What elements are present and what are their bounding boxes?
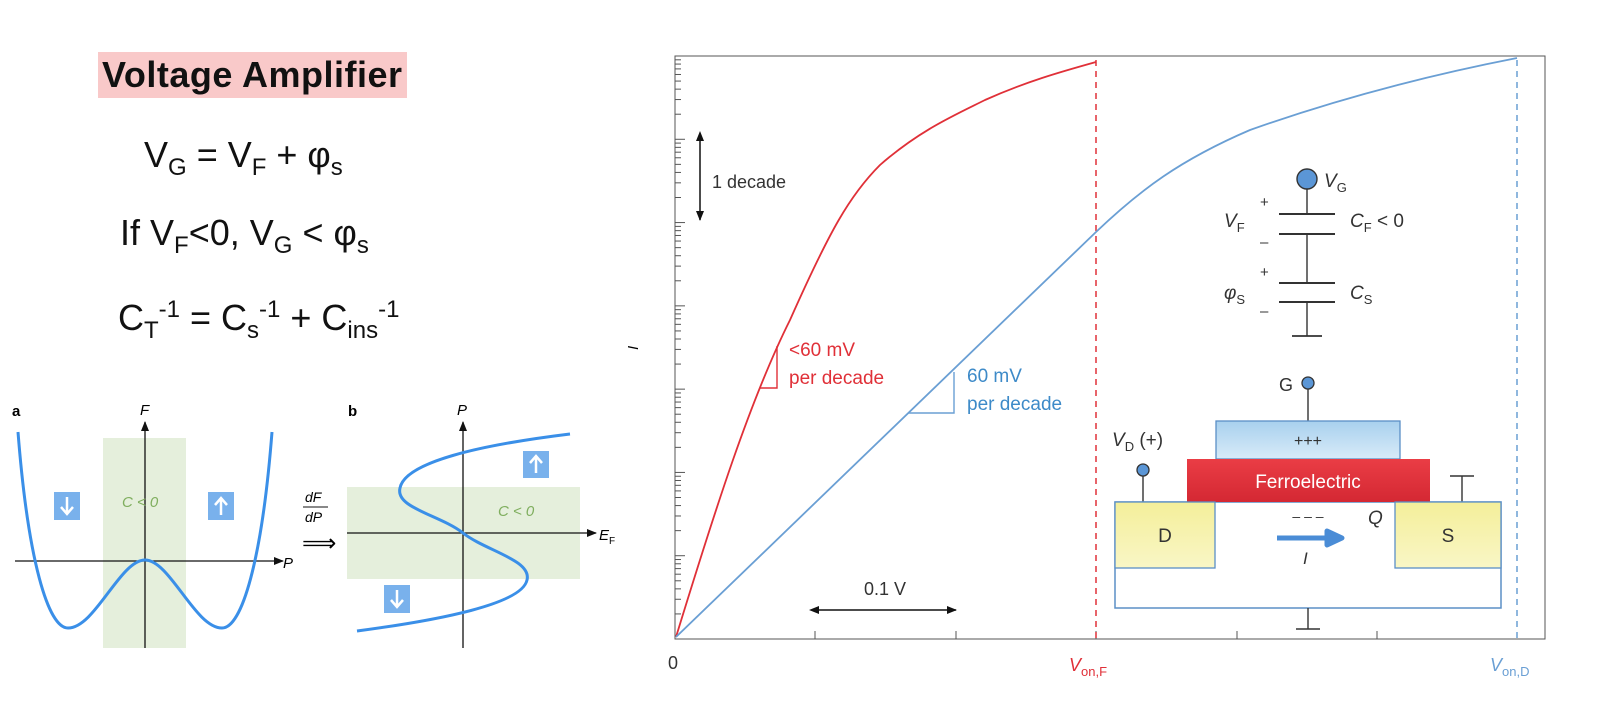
vg-terminal (1296, 168, 1318, 190)
up-arrow-icon (523, 451, 549, 478)
up-arrow-icon (208, 492, 234, 520)
cf-minus-sign: – (1260, 234, 1269, 251)
down-arrow-icon (54, 492, 80, 520)
gate-terminal (1301, 376, 1315, 390)
x-origin-label: 0 (668, 653, 678, 673)
panel-b: b P EF C < 0 (347, 402, 615, 648)
blue-slope-label-2: per decade (967, 394, 1062, 415)
von-f-label: Von,F (1069, 655, 1107, 679)
panel-b-region-label: C < 0 (498, 503, 535, 520)
decade-label: 1 decade (712, 172, 786, 192)
derivative-arrow: dF dP ⟹ (302, 489, 336, 557)
von-d-label: Von,D (1490, 655, 1529, 679)
cs-label: CS (1350, 283, 1373, 307)
current-arrow-icon (1277, 528, 1345, 548)
voltage-amplifier-title: Voltage Amplifier (98, 52, 407, 98)
gate-charge-label: +++ (1294, 433, 1322, 450)
drain-terminal (1136, 463, 1150, 477)
panel-b-s-curve (356, 432, 571, 633)
source-region (1394, 501, 1502, 569)
derivative-denominator: dP (305, 509, 323, 525)
q-label: Q (1368, 508, 1383, 529)
capacitor-circuit: VG + – + – VF CF < 0 φS CS (1224, 168, 1404, 337)
channel-charge-label: – – – (1292, 508, 1323, 524)
panel-b-label: b (348, 403, 357, 420)
equation-capacitance: CT-1 = Cs-1 + Cins-1 (118, 296, 400, 345)
panel-a-region-label: C < 0 (122, 494, 159, 511)
ferroelectric-layer (1187, 459, 1430, 502)
panel-a-double-well-curve (16, 431, 274, 630)
panel-a-x-label: P (283, 555, 293, 572)
cs-minus-sign: – (1260, 303, 1269, 320)
equation-condition: If VF<0, VG < φs (120, 212, 369, 260)
derivative-numerator: dF (305, 489, 323, 505)
vd-label: VD (+) (1112, 430, 1163, 454)
panel-a: a F P C < 0 (12, 402, 293, 648)
iv-chart: I 0 Von,F Von,D <60 mV per decade 60 mV … (625, 55, 1546, 679)
red-slope-triangle (760, 346, 778, 389)
equation-vg: VG = VF + φs (144, 134, 343, 182)
scale-label: 0.1 V (864, 579, 906, 599)
cf-label: CF < 0 (1350, 211, 1404, 235)
chart-frame (674, 55, 1546, 640)
gate-label: G (1279, 375, 1293, 395)
phis-label: φS (1224, 283, 1245, 307)
panel-b-y-label: P (457, 402, 467, 419)
ferroelectric-label: Ferroelectric (1255, 472, 1361, 493)
panel-a-y-label: F (140, 402, 150, 419)
cs-plus-sign: + (1260, 264, 1269, 281)
log-y-ticks (675, 59, 685, 640)
current-label: I (1303, 549, 1308, 568)
implies-arrow-icon: ⟹ (302, 530, 336, 557)
vg-label: VG (1324, 171, 1347, 195)
conventional-fet-curve (675, 57, 1518, 638)
vf-label: VF (1224, 211, 1245, 235)
blue-slope-label-1: 60 mV (967, 366, 1022, 387)
panel-a-label: a (12, 403, 21, 420)
ferroelectric-fet-curve (675, 61, 1097, 638)
cf-plus-sign: + (1260, 194, 1269, 211)
red-slope-label-1: <60 mV (789, 340, 855, 361)
fefet-device: G VD (+) +++ Ferroelectric D S – – – Q I (1112, 375, 1502, 630)
y-axis-label: I (625, 346, 642, 350)
drain-label: D (1158, 526, 1172, 547)
source-label: S (1442, 526, 1455, 547)
panel-b-x-label: EF (599, 527, 615, 547)
down-arrow-icon (384, 585, 410, 613)
drain-region (1114, 501, 1216, 569)
blue-slope-triangle (908, 372, 955, 414)
red-slope-label-2: per decade (789, 368, 884, 389)
